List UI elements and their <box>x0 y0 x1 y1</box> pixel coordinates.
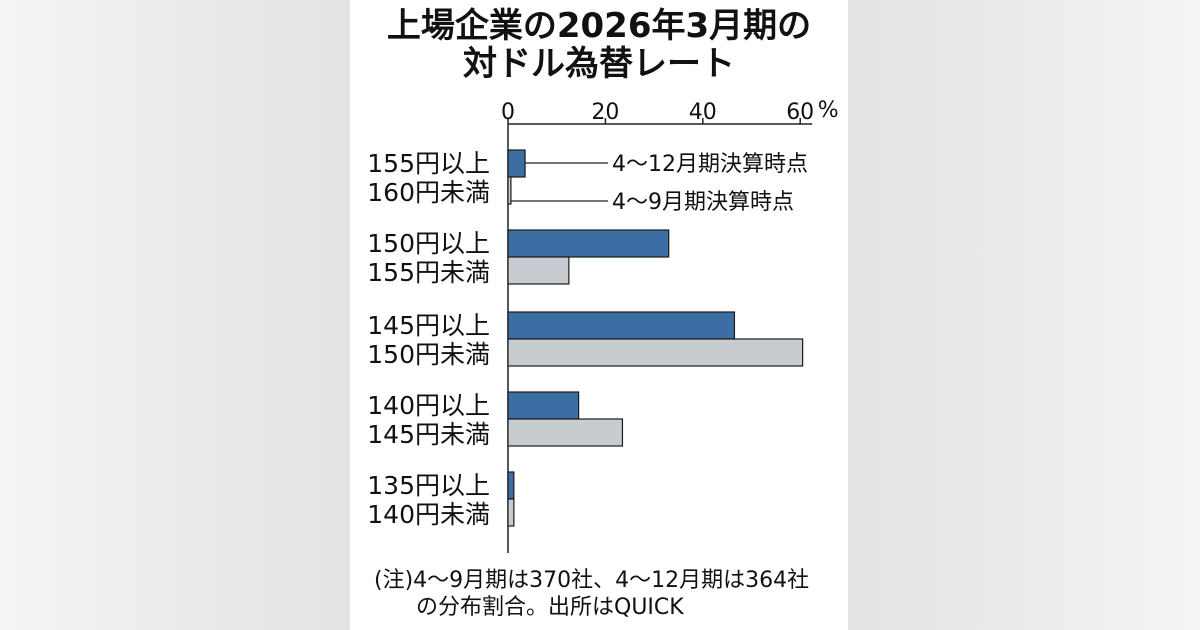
unit-label: % <box>818 98 839 123</box>
bar-dec-3 <box>507 391 580 420</box>
x-tick-label: 20 <box>591 100 619 125</box>
note-line1: (注)4〜9月期は370社、4〜12月期は364社 <box>374 568 810 593</box>
legend-label: 4〜9月期決算時点 <box>612 190 794 215</box>
bar-sep-3 <box>507 418 624 447</box>
bar-dec-2 <box>507 311 736 340</box>
bar-sep-0 <box>507 176 512 205</box>
category-label: 155円未満 <box>367 258 490 287</box>
bar-sep-1 <box>507 256 570 285</box>
note-line2: の分布割合。出所はQUICK <box>416 595 684 620</box>
chart-title-line2: 対ドル為替レート <box>463 44 735 84</box>
category-label: 150円以上 <box>367 229 490 258</box>
x-tick-label: 60 <box>786 100 814 125</box>
chart-panel: 上場企業の2026年3月期の 対ドル為替レート 0 20 40 60% 155円以上 16… <box>350 0 848 630</box>
x-tick-label: 40 <box>689 100 717 125</box>
bar-dec-1 <box>507 229 670 258</box>
legend-label: 4〜12月期決算時点 <box>612 152 808 177</box>
category-label: 140円以上 <box>367 391 490 420</box>
category-label: 155円以上 <box>367 149 490 178</box>
bar-sep-4 <box>507 498 515 527</box>
bar-sep-2 <box>507 338 804 367</box>
category-label: 135円以上 <box>367 471 490 500</box>
chart-title-line1: 上場企業の2026年3月期の <box>386 6 812 46</box>
category-label: 150円未満 <box>367 340 490 369</box>
category-label: 140円未満 <box>367 500 490 529</box>
bar-dec-4 <box>507 471 515 500</box>
left-background <box>0 0 350 630</box>
category-label: 145円以上 <box>367 311 490 340</box>
bar-dec-0 <box>507 149 526 178</box>
category-label: 160円未満 <box>367 178 490 207</box>
x-tick-label: 0 <box>501 100 515 125</box>
right-background <box>848 0 1200 630</box>
category-label: 145円未満 <box>367 420 490 449</box>
